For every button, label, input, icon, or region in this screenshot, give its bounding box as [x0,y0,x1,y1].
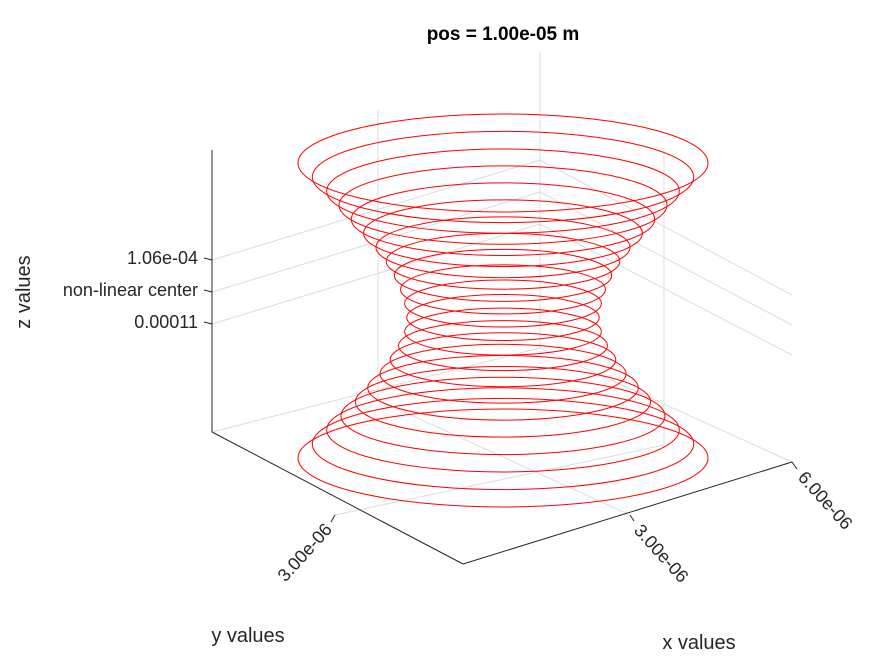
x-axis-label: x values [662,632,735,654]
x-tick-label: 3.00e-06 [630,520,692,586]
ring-9 [404,307,602,356]
ring-0 [297,408,709,508]
ring-6 [379,343,627,404]
ring-15 [375,216,631,279]
ring-series [297,113,709,508]
ring-13 [393,248,613,302]
y-tick-label: 3.00e-06 [274,519,336,585]
ring-7 [389,332,617,388]
chart-title: pos = 1.00e-05 m [427,24,580,45]
x-axis-line [462,461,793,565]
ring-14 [385,232,621,290]
ring-12 [400,264,606,315]
ring-3 [340,376,666,456]
ring-4 [354,366,652,438]
y-axis-line [211,431,464,565]
ring-8 [398,320,608,372]
ring-18 [338,165,668,245]
z-axis-label: z values [13,255,35,328]
ring-2 [326,387,680,473]
ring-11 [404,279,602,328]
ring-10 [406,294,600,341]
grid-lines [211,52,793,516]
y-axis-label: y values [211,625,284,647]
z-tick-label: 1.06e-04 [127,248,198,268]
z-tick-label: non-linear center [63,280,198,300]
z-tick-label: 0.00011 [134,312,198,332]
axes [203,150,798,565]
ring-1 [311,397,695,491]
x-tick-label: 6.00e-06 [794,467,856,533]
ring-19 [326,148,680,234]
ring-20 [311,130,695,224]
ring-21 [297,113,709,213]
ring-17 [350,182,656,256]
